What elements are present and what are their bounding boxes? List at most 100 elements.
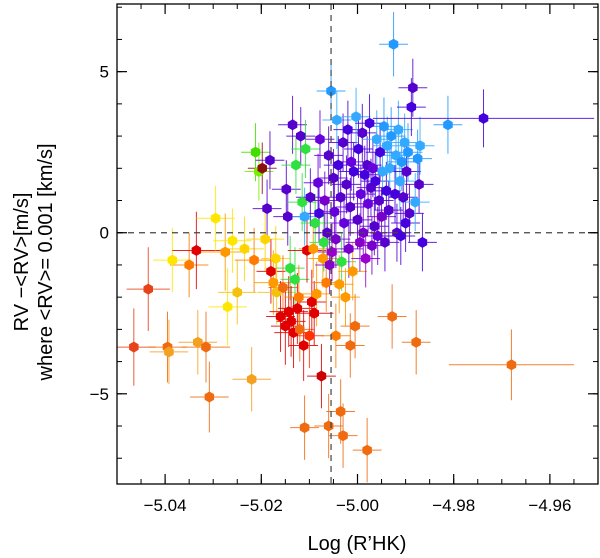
data-point-10 xyxy=(210,212,221,224)
data-point-73 xyxy=(333,159,343,171)
data-point-5 xyxy=(184,259,194,271)
data-point-108 xyxy=(375,146,385,158)
data-point-22 xyxy=(262,203,272,215)
data-point-101 xyxy=(367,240,377,252)
x-tick-label: −5.02 xyxy=(240,496,283,515)
data-point-4 xyxy=(167,254,178,266)
data-point-28 xyxy=(275,311,286,322)
data-point-29 xyxy=(278,282,288,293)
data-point-61 xyxy=(319,236,329,248)
data-point-76 xyxy=(336,256,347,268)
data-point-68 xyxy=(327,246,337,258)
data-point-79 xyxy=(340,291,351,303)
x-tick-label: −5.00 xyxy=(336,496,379,515)
data-point-16 xyxy=(246,373,257,385)
data-point-51 xyxy=(307,296,317,308)
data-point-35 xyxy=(286,315,296,327)
x-axis-title: Log (R’HK) xyxy=(308,533,407,555)
data-point-137 xyxy=(412,153,423,165)
data-point-86 xyxy=(348,166,359,177)
data-point-110 xyxy=(377,166,388,177)
data-point-89 xyxy=(352,214,363,226)
data-point-129 xyxy=(400,217,411,229)
data-point-56 xyxy=(313,177,323,189)
data-point-18 xyxy=(250,146,261,158)
axis-ticks: −5.04 −5.02 −5.00 −4.98 −4.96 −5 0 5 xyxy=(90,4,599,515)
data-point-81 xyxy=(343,124,353,136)
data-point-114 xyxy=(382,140,393,152)
data-point-75 xyxy=(335,191,346,203)
data-point-3 xyxy=(164,346,174,358)
data-point-21 xyxy=(260,233,270,245)
data-point-60 xyxy=(318,253,328,264)
x-tick-label: −4.96 xyxy=(528,496,571,515)
data-point-54 xyxy=(310,217,320,229)
data-point-139 xyxy=(415,140,425,152)
data-point-140 xyxy=(417,236,428,248)
data-point-58 xyxy=(315,133,325,145)
data-point-85 xyxy=(347,265,358,277)
data-point-115 xyxy=(384,204,394,216)
data-point-144 xyxy=(335,406,346,417)
data-point-33 xyxy=(284,306,294,318)
data-point-127 xyxy=(398,191,408,203)
data-point-113 xyxy=(381,185,392,197)
data-point-49 xyxy=(304,330,315,342)
data-point-42 xyxy=(295,323,305,335)
data-point-23 xyxy=(265,154,275,166)
data-point-143 xyxy=(506,359,517,371)
data-point-71 xyxy=(331,233,341,245)
data-point-132 xyxy=(404,207,415,219)
data-point-119 xyxy=(388,38,399,50)
data-point-31 xyxy=(281,183,292,195)
y-tick-label: 5 xyxy=(100,63,109,82)
data-point-126 xyxy=(397,156,407,168)
data-point-134 xyxy=(408,82,418,94)
data-point-121 xyxy=(391,149,401,161)
data-point-65 xyxy=(323,149,334,161)
data-point-124 xyxy=(395,175,405,187)
data-point-123 xyxy=(393,124,404,136)
data-point-90 xyxy=(353,143,364,155)
data-point-34 xyxy=(285,262,295,274)
data-point-24 xyxy=(266,265,276,277)
data-point-109 xyxy=(376,211,387,223)
y-tick-label: 0 xyxy=(100,224,109,243)
data-point-69 xyxy=(328,172,339,184)
data-point-141 xyxy=(443,119,453,131)
data-point-120 xyxy=(390,188,400,200)
data-point-112 xyxy=(380,236,390,248)
y-tick-label: −5 xyxy=(90,385,109,404)
x-tick-label: −4.98 xyxy=(432,496,475,515)
data-point-149 xyxy=(345,340,355,351)
data-point-6 xyxy=(191,244,202,256)
data-point-59 xyxy=(316,370,327,382)
data-point-43 xyxy=(296,130,306,142)
data-point-118 xyxy=(387,311,397,322)
data-point-99 xyxy=(364,117,375,129)
data-point-52 xyxy=(308,243,318,255)
data-point-44 xyxy=(297,196,307,208)
x-tick-label: −5.04 xyxy=(144,496,187,515)
data-point-150 xyxy=(331,330,341,342)
data-point-80 xyxy=(341,178,352,190)
data-point-0 xyxy=(129,341,139,353)
data-point-78 xyxy=(339,217,349,229)
data-point-12 xyxy=(222,301,233,313)
data-point-32 xyxy=(283,211,293,223)
data-point-17 xyxy=(249,254,259,266)
data-point-95 xyxy=(360,169,370,181)
data-point-135 xyxy=(410,196,420,208)
data-point-11 xyxy=(220,246,230,258)
data-point-88 xyxy=(351,111,361,123)
data-point-133 xyxy=(406,101,417,113)
data-point-47 xyxy=(300,143,311,155)
data-point-45 xyxy=(298,340,309,351)
data-point-136 xyxy=(411,336,421,348)
data-point-138 xyxy=(414,178,424,190)
data-point-1 xyxy=(143,283,153,295)
data-point-41 xyxy=(294,291,304,303)
error-bars xyxy=(117,12,595,483)
data-point-40 xyxy=(292,302,303,314)
